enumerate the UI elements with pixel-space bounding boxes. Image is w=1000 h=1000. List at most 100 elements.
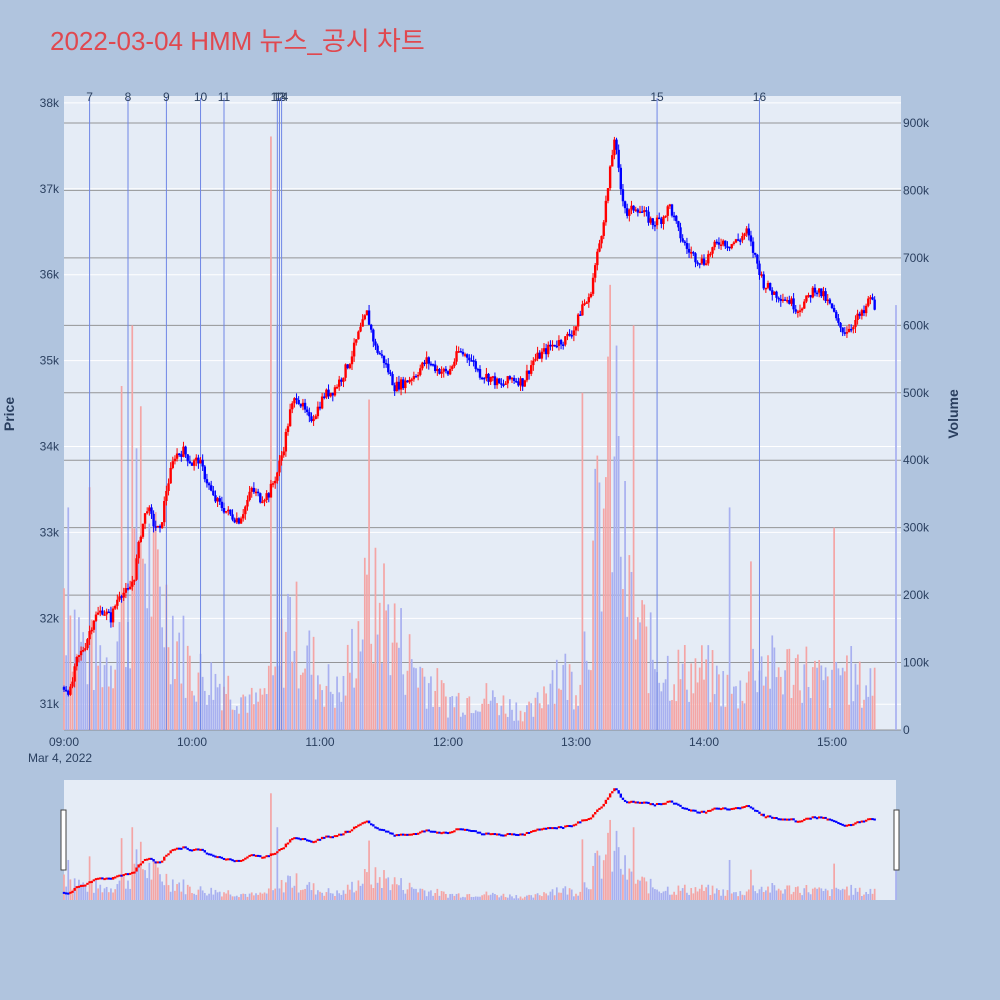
volume-bar [359,651,362,730]
slider-volume-bar [743,895,746,900]
volume-bar [248,694,251,730]
slider-volume-bar [293,885,296,900]
candle-body [231,514,234,520]
volume-bar [167,647,170,730]
candle-body [670,204,674,216]
slider-volume-bar [472,896,475,900]
slider-volume-bar [86,891,89,900]
volume-bar [677,649,680,730]
slider-volume-bar [829,896,831,900]
candle-body [269,483,273,498]
candle-body [734,239,738,243]
volume-bar [449,697,451,730]
candle-body [519,378,522,386]
candle-body [318,406,322,409]
candle-body [547,344,550,355]
range-slider[interactable] [64,780,896,900]
volume-bar [698,667,701,730]
volume-bar [581,392,584,730]
volume-bar [784,670,786,730]
volume-bar [775,677,778,730]
slider-candle [724,807,727,810]
candle-body [118,596,121,600]
candle-body [506,376,509,384]
slider-candle [568,825,571,828]
candle-body [220,501,224,509]
slider-volume-bar [355,890,358,900]
slider-candle [623,799,627,802]
slider-candle [139,863,142,866]
volume-bar [308,630,311,730]
slider-volume-bar [299,890,302,900]
slider-volume-bar [457,893,460,900]
slider-candle [254,854,258,857]
candle-body [378,352,381,355]
volume-tick-label: 800k [903,183,930,197]
volume-bar [357,621,360,730]
volume-bar [84,650,87,730]
volume-bar [342,675,345,730]
volume-bar [216,687,219,730]
candle-body [745,228,748,234]
slider-candle [90,881,93,884]
candle-body [613,139,616,156]
volume-bar [590,670,592,730]
slider-volume-bar [803,888,806,900]
slider-volume-bar [662,891,665,900]
slider-candle [344,830,347,834]
slider-volume-bar [788,885,791,900]
volume-bar [816,667,818,730]
slider-volume-bar [856,891,859,900]
candle-body [468,357,471,361]
slider-volume-bar [690,888,693,900]
candle-body [841,327,844,333]
slider-volume-bar [809,894,812,900]
candle-body [809,295,812,298]
slider-candle [660,803,663,806]
candle-body [180,454,183,457]
volume-bar [122,592,125,730]
volume-bar [797,654,799,730]
range-slider-left-handle[interactable] [60,809,67,871]
slider-candle [655,803,659,806]
volume-bar [487,703,490,730]
candle-body [730,244,733,249]
slider-volume-bar [297,892,300,900]
volume-bar [133,528,136,730]
candle-body [350,356,354,365]
slider-volume-bar [649,878,652,900]
slider-candle [244,857,247,860]
volume-bar [683,645,686,730]
slider-candle [773,817,776,820]
volume-bar [297,688,300,730]
candle-body [643,210,646,213]
slider-candle [602,803,605,807]
slider-candle [242,859,245,862]
slider-volume-bar [869,888,872,900]
volume-bar [182,615,185,730]
slider-candle [361,822,364,825]
slider-volume-bar [201,890,204,900]
main-plot-area[interactable] [64,96,901,730]
volume-bar [837,668,840,730]
slider-candle [587,818,590,821]
range-slider-right-handle[interactable] [893,809,900,871]
slider-candle [632,800,635,803]
slider-volume-bar [818,887,821,900]
candle-body [436,368,439,372]
candle-body [677,221,680,228]
candle-body [805,295,808,302]
candle-body [461,351,465,355]
volume-bar [421,668,424,730]
slider-candle [698,811,701,814]
slider-volume-bar [285,882,287,900]
slider-volume-bar [747,889,750,900]
time-axis: 09:00 10:00 11:00 12:00 13:00 14:00 15:00 [49,735,847,749]
slider-candle [342,833,345,836]
candle-body [510,377,514,380]
candle-body [553,344,556,347]
slider-volume-bar [605,854,607,900]
candle-body [389,372,392,375]
slider-volume-bar [432,895,434,900]
news-marker-label: 9 [163,90,170,104]
